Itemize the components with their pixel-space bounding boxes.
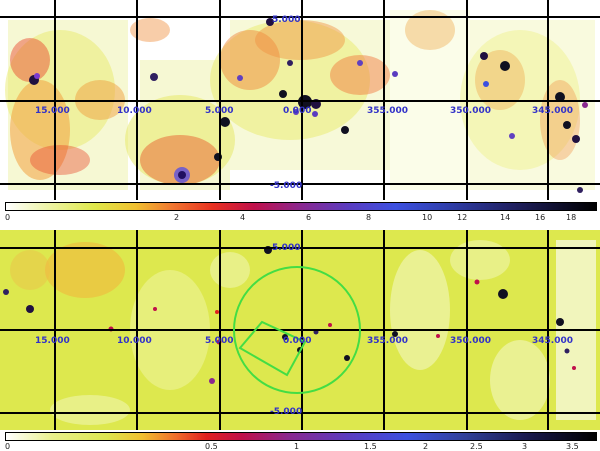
- top-tick-6: 6: [306, 213, 312, 222]
- bottom-ra-label-5: 355.000: [367, 336, 408, 346]
- top-tick-0: 0: [5, 213, 11, 222]
- bottom-ra-label-1: 15.000: [35, 336, 70, 346]
- top-ra-label-2: 10.000: [117, 106, 152, 116]
- top-dec-label-2: -5.000: [270, 181, 302, 191]
- bottom-ra-label-3: 5.000: [205, 336, 233, 346]
- top-coordinate-grid: [0, 0, 600, 200]
- top-ra-label-3: 5.000: [205, 106, 233, 116]
- bottom-dec-label-1: 5.000: [272, 243, 300, 253]
- bottom-colorbar: [5, 432, 597, 441]
- top-tick-16: 16: [535, 213, 546, 222]
- bottom-ra-label-6: 350.000: [450, 336, 491, 346]
- top-tick-8: 8: [366, 213, 372, 222]
- bottom-tick-0-5: 0.5: [205, 442, 218, 451]
- top-intensity-map: 15.000 10.000 5.000 0.000 355.000 350.00…: [0, 0, 600, 200]
- top-ra-label-5: 355.000: [367, 106, 408, 116]
- top-ra-label-7: 345.000: [532, 106, 573, 116]
- bottom-tick-0: 0: [5, 442, 11, 451]
- top-dec-label-1: 5.000: [272, 15, 300, 25]
- bottom-tick-2-5: 2.5: [470, 442, 483, 451]
- top-tick-14: 14: [500, 213, 511, 222]
- bottom-tick-1: 1: [294, 442, 300, 451]
- top-colorbar: [5, 202, 597, 211]
- top-tick-18: 18: [566, 213, 577, 222]
- top-tick-10: 10: [422, 213, 433, 222]
- top-ra-label-6: 350.000: [450, 106, 491, 116]
- bottom-ra-labels: 15.000 10.000 5.000 0.000 355.000 350.00…: [35, 243, 573, 417]
- bottom-image-panel[interactable]: 15.000 10.000 5.000 0.000 355.000 350.00…: [0, 230, 600, 430]
- top-tick-12: 12: [457, 213, 468, 222]
- bottom-coordinate-grid: [0, 230, 600, 430]
- bottom-ra-label-4: 0.000: [283, 336, 311, 346]
- top-ra-labels: 15.000 10.000 5.000 0.000 355.000 350.00…: [35, 15, 573, 191]
- bottom-snr-map: 15.000 10.000 5.000 0.000 355.000 350.00…: [0, 230, 600, 430]
- bottom-ra-label-2: 10.000: [117, 336, 152, 346]
- overlay-polygon-region[interactable]: [238, 320, 307, 377]
- top-ra-label-4: 0.000: [283, 106, 311, 116]
- bottom-tick-3: 3: [522, 442, 528, 451]
- top-image-panel[interactable]: 15.000 10.000 5.000 0.000 355.000 350.00…: [0, 0, 600, 200]
- bottom-tick-1-5: 1.5: [364, 442, 377, 451]
- top-ra-label-1: 15.000: [35, 106, 70, 116]
- top-tick-4: 4: [240, 213, 246, 222]
- overlay-circle-region[interactable]: [233, 266, 361, 394]
- top-tick-2: 2: [174, 213, 180, 222]
- bottom-tick-2: 2: [423, 442, 429, 451]
- bottom-tick-3-5: 3.5: [566, 442, 579, 451]
- bottom-overlay-regions[interactable]: [233, 266, 361, 394]
- bottom-dec-label-2: -5.000: [270, 407, 302, 417]
- bottom-ra-label-7: 345.000: [532, 336, 573, 346]
